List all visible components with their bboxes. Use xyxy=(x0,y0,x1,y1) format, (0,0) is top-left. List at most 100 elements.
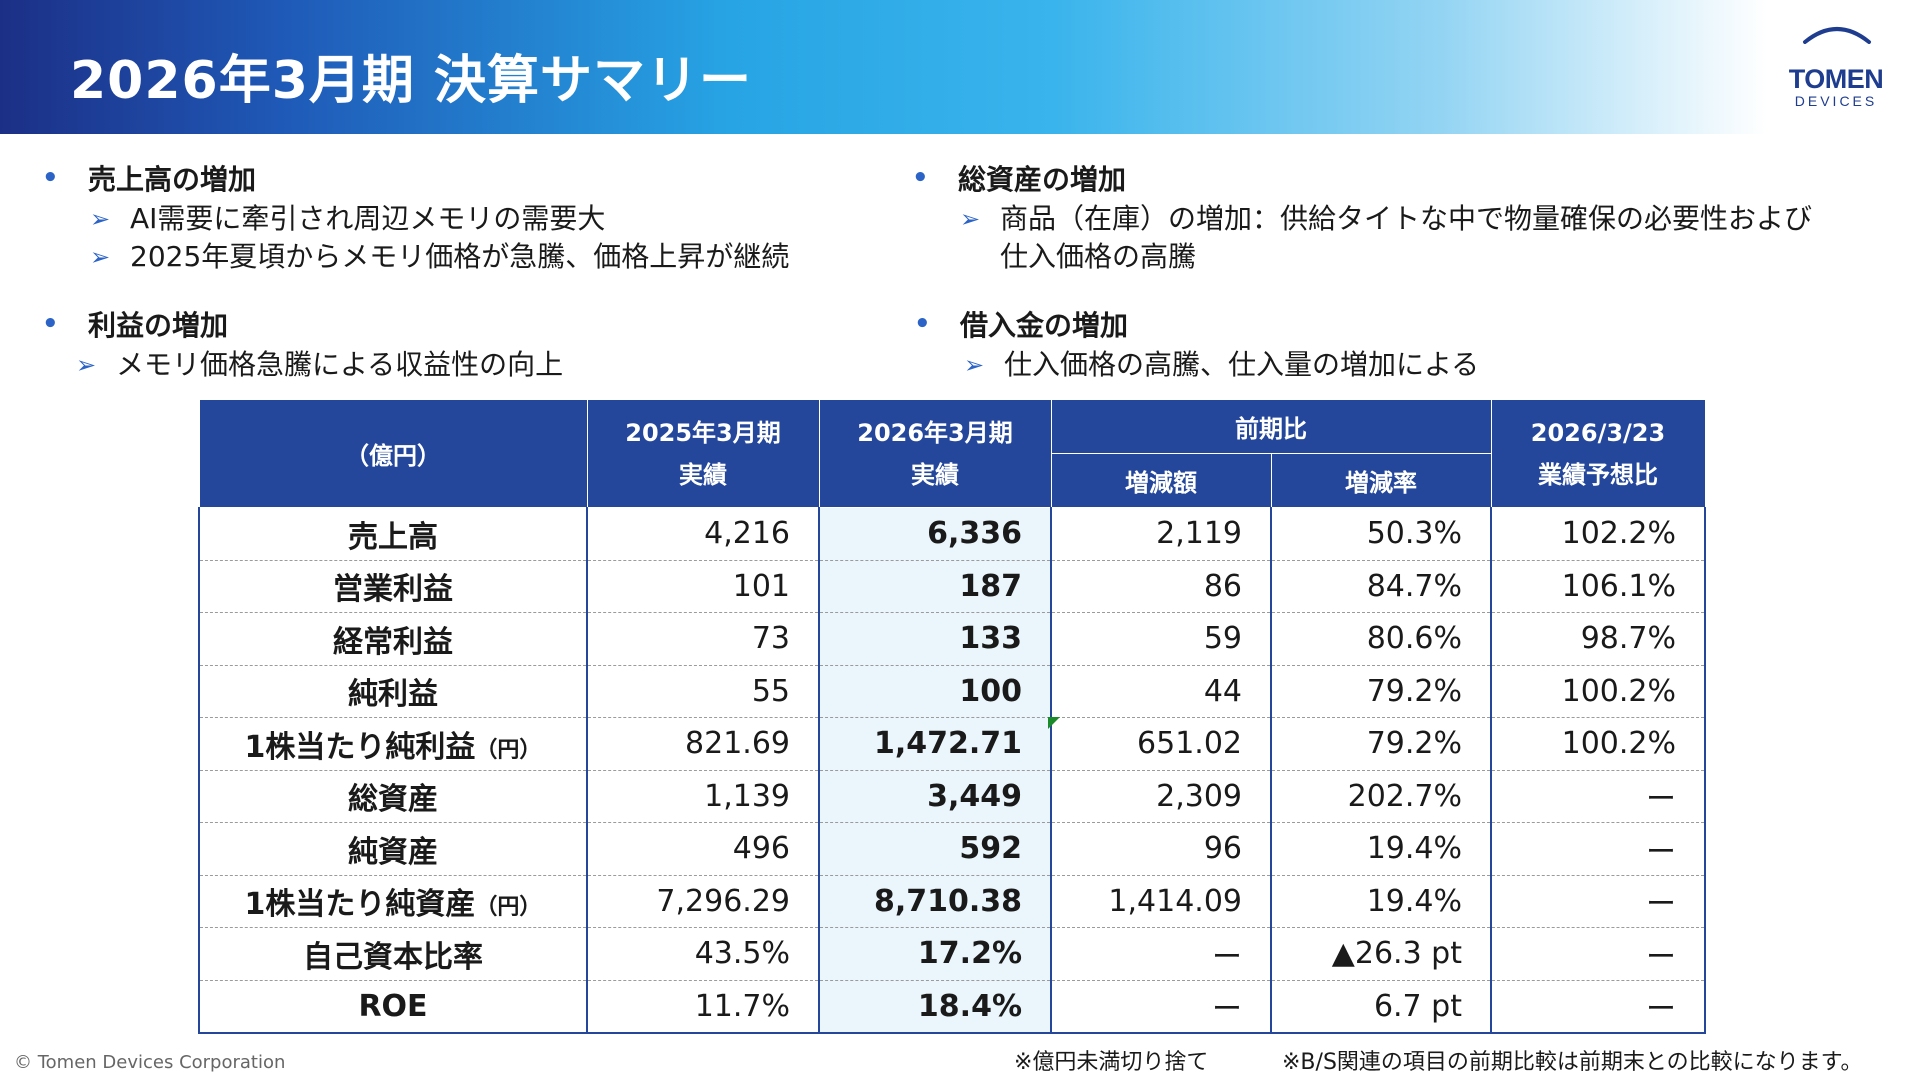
forecast-ratio-cell: ー xyxy=(1490,927,1706,981)
logo-arc-icon xyxy=(1803,27,1871,44)
row-label: 純資産 xyxy=(198,822,588,876)
change-rate-cell: 6.7 pt xyxy=(1270,980,1492,1034)
change-amount-cell: 86 xyxy=(1050,560,1272,613)
row-label: 1株当たり純利益（円） xyxy=(198,717,588,771)
table-row: 経常利益 73 133 59 80.6% 98.7% xyxy=(198,612,1706,666)
prev-value-cell: 101 xyxy=(586,560,820,613)
change-rate-cell: ▲26.3 pt xyxy=(1270,927,1492,981)
prev-value-cell: 496 xyxy=(586,822,820,876)
bullet-item: 仕入価格の高騰 xyxy=(1000,240,1197,273)
slide-title: 2026年3月期 決算サマリー xyxy=(70,51,753,111)
arrow-bullet-icon: ➢ xyxy=(90,205,111,233)
table-row: 営業利益 101 187 86 84.7% 106.1% xyxy=(198,560,1706,613)
forecast-ratio-cell: ー xyxy=(1490,822,1706,876)
footnote-rounding: ※億円未満切り捨て xyxy=(1014,1050,1209,1075)
bullet-heading: 利益の増加 xyxy=(88,309,229,342)
current-value-cell: 133 xyxy=(818,612,1052,666)
table-row: ROE 11.7% 18.4% ー 6.7 pt ー xyxy=(198,980,1706,1034)
prev-value-cell: 43.5% xyxy=(586,927,820,981)
change-amount-cell: 44 xyxy=(1050,665,1272,718)
change-amount-cell: 651.02 xyxy=(1050,717,1272,771)
row-label: 純利益 xyxy=(198,665,588,718)
change-amount-cell: 2,309 xyxy=(1050,770,1272,823)
forecast-header: 2026/3/23 業績予想比 xyxy=(1490,399,1706,508)
change-rate-cell: 50.3% xyxy=(1270,507,1492,561)
current-value-cell: 592 xyxy=(818,822,1052,876)
footnote-bs-comparison: ※B/S関連の項目の前期比較は前期末との比較になります。 xyxy=(1282,1050,1863,1075)
table-row: 1株当たり純利益（円） 821.69 1,472.71 651.02 79.2%… xyxy=(198,717,1706,771)
logo-subtitle: DEVICES xyxy=(1794,93,1878,109)
bullet-item: 商品（在庫）の増加：供給タイトな中で物量確保の必要性および xyxy=(1000,202,1813,235)
bullet-total-assets: • 総資産の増加 ➢ 商品（在庫）の増加：供給タイトな中で物量確保の必要性および… xyxy=(912,160,1812,276)
change-amount-cell: 2,119 xyxy=(1050,507,1272,561)
table-row: 売上高 4,216 6,336 2,119 50.3% 102.2% xyxy=(198,507,1706,561)
row-label: 売上高 xyxy=(198,507,588,561)
company-logo: TOMEN DEVICES xyxy=(1776,18,1896,114)
change-rate-cell: 79.2% xyxy=(1270,717,1492,771)
bullet-dot-icon: • xyxy=(42,163,59,193)
change-amount-cell: 96 xyxy=(1050,822,1272,876)
table-row: 純利益 55 100 44 79.2% 100.2% xyxy=(198,665,1706,718)
prev-value-cell: 55 xyxy=(586,665,820,718)
cell-comment-marker-icon xyxy=(1048,717,1060,729)
prev-value-cell: 11.7% xyxy=(586,980,820,1034)
bullet-heading: 総資産の増加 xyxy=(958,163,1127,196)
bullet-sales: • 売上高の増加 ➢ AI需要に牽引され周辺メモリの需要大 ➢ 2025年夏頃か… xyxy=(42,160,789,276)
bullet-dot-icon: • xyxy=(42,309,59,339)
logo-wordmark: TOMEN xyxy=(1788,64,1884,94)
arrow-bullet-icon: ➢ xyxy=(76,351,97,379)
change-rate-cell: 19.4% xyxy=(1270,822,1492,876)
table-row: 自己資本比率 43.5% 17.2% ー ▲26.3 pt ー xyxy=(198,927,1706,981)
bullet-item: 2025年夏頃からメモリ価格が急騰、価格上昇が継続 xyxy=(130,240,790,273)
forecast-ratio-cell: 100.2% xyxy=(1490,665,1706,718)
bullet-item: 仕入価格の高騰、仕入量の増加による xyxy=(1004,348,1480,381)
bullet-heading: 借入金の増加 xyxy=(960,309,1129,342)
arrow-bullet-icon: ➢ xyxy=(90,243,111,271)
row-label: ROE xyxy=(198,980,588,1034)
forecast-ratio-cell: ー xyxy=(1490,980,1706,1034)
forecast-ratio-cell: 102.2% xyxy=(1490,507,1706,561)
yoy-header: 前期比 xyxy=(1050,399,1492,454)
bullet-item: メモリ価格急騰による収益性の向上 xyxy=(116,348,564,381)
title-banner: 2026年3月期 決算サマリー xyxy=(0,0,1920,134)
current-value-cell: 3,449 xyxy=(818,770,1052,823)
current-value-cell: 100 xyxy=(818,665,1052,718)
prev-value-cell: 4,216 xyxy=(586,507,820,561)
change-amount-cell: ー xyxy=(1050,980,1272,1034)
current-value-cell: 17.2% xyxy=(818,927,1052,981)
arrow-bullet-icon: ➢ xyxy=(960,205,981,233)
row-label: 自己資本比率 xyxy=(198,927,588,981)
copyright-notice: © Tomen Devices Corporation xyxy=(14,1052,286,1073)
current-value-cell: 1,472.71 xyxy=(818,717,1052,771)
current-year-header: 2026年3月期 実績 xyxy=(818,399,1052,508)
current-value-cell: 187 xyxy=(818,560,1052,613)
change-rate-cell: 202.7% xyxy=(1270,770,1492,823)
prev-value-cell: 73 xyxy=(586,612,820,666)
change-amount-cell: 1,414.09 xyxy=(1050,875,1272,928)
change-rate-cell: 19.4% xyxy=(1270,875,1492,928)
row-label: 営業利益 xyxy=(198,560,588,613)
change-amount-header: 増減額 xyxy=(1050,453,1272,508)
prev-value-cell: 7,296.29 xyxy=(586,875,820,928)
change-rate-header: 増減率 xyxy=(1270,453,1492,508)
change-rate-cell: 80.6% xyxy=(1270,612,1492,666)
bullet-borrowings: • 借入金の増加 ➢ 仕入価格の高騰、仕入量の増加による xyxy=(914,306,1479,384)
bullet-dot-icon: • xyxy=(914,309,931,339)
forecast-ratio-cell: 98.7% xyxy=(1490,612,1706,666)
row-label: 総資産 xyxy=(198,770,588,823)
table-row: 総資産 1,139 3,449 2,309 202.7% ー xyxy=(198,770,1706,823)
row-unit: （円） xyxy=(475,737,542,763)
change-amount-cell: ー xyxy=(1050,927,1272,981)
change-amount-cell: 59 xyxy=(1050,612,1272,666)
change-rate-cell: 84.7% xyxy=(1270,560,1492,613)
current-value-cell: 18.4% xyxy=(818,980,1052,1034)
forecast-ratio-cell: ー xyxy=(1490,770,1706,823)
prev-value-cell: 1,139 xyxy=(586,770,820,823)
bullet-dot-icon: • xyxy=(912,163,929,193)
bullet-item: AI需要に牽引され周辺メモリの需要大 xyxy=(130,202,606,235)
prev-value-cell: 821.69 xyxy=(586,717,820,771)
forecast-ratio-cell: 106.1% xyxy=(1490,560,1706,613)
table-row: 純資産 496 592 96 19.4% ー xyxy=(198,822,1706,876)
current-value-cell: 6,336 xyxy=(818,507,1052,561)
financial-summary-table: （億円） 2025年3月期 実績 2026年3月期 実績 前期比 2026/3/… xyxy=(198,399,1706,1034)
